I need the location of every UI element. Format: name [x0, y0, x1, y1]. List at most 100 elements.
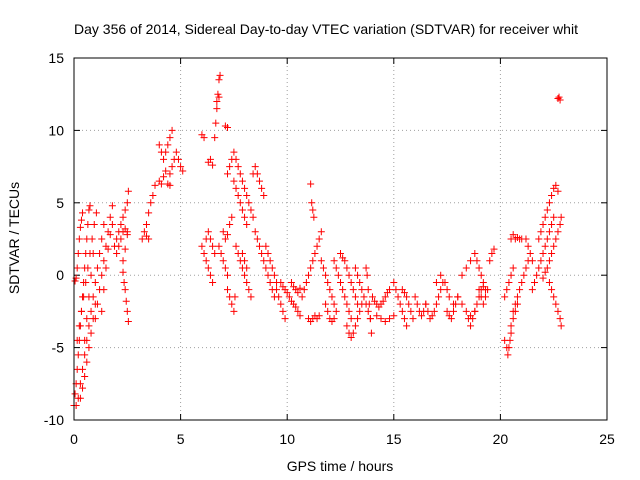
data-point	[302, 278, 310, 286]
data-point	[160, 173, 168, 181]
data-point	[234, 192, 242, 200]
data-point	[554, 228, 562, 236]
data-point	[475, 264, 483, 272]
data-point	[556, 315, 564, 323]
data-point	[435, 293, 443, 301]
data-point	[73, 336, 81, 344]
data-point	[241, 213, 249, 221]
data-point	[481, 293, 489, 301]
data-point	[84, 221, 92, 229]
data-point	[106, 231, 114, 239]
data-point	[443, 307, 451, 315]
data-point	[121, 286, 129, 294]
data-point	[91, 315, 99, 323]
data-point	[93, 300, 101, 308]
data-point	[488, 249, 496, 257]
data-point	[545, 278, 553, 286]
data-point	[209, 278, 217, 286]
data-point	[365, 300, 373, 308]
data-point	[104, 245, 112, 253]
data-point	[526, 249, 534, 257]
data-point	[236, 170, 244, 178]
data-point	[285, 293, 293, 301]
data-point	[552, 181, 560, 189]
data-point	[509, 315, 517, 323]
data-point	[548, 249, 556, 257]
data-point	[317, 228, 325, 236]
y-axis-label: SDTVAR / TECUs	[6, 182, 22, 294]
data-point	[200, 134, 208, 142]
data-point	[347, 278, 355, 286]
data-point	[392, 286, 400, 294]
data-point	[108, 202, 116, 210]
data-point	[324, 278, 332, 286]
data-point	[339, 286, 347, 294]
data-point	[400, 315, 408, 323]
data-point	[315, 312, 323, 320]
data-point	[255, 177, 263, 185]
data-point	[230, 307, 238, 315]
data-point	[162, 167, 170, 175]
data-point	[119, 268, 127, 276]
data-point	[232, 184, 240, 192]
data-point	[458, 271, 466, 279]
data-point	[330, 300, 338, 308]
data-point	[212, 119, 220, 127]
data-point	[322, 300, 330, 308]
data-point	[100, 257, 108, 265]
data-point	[241, 184, 249, 192]
data-point	[283, 289, 291, 297]
data-point	[311, 249, 319, 257]
data-point	[76, 223, 84, 231]
data-point	[79, 365, 87, 373]
x-tick-label: 20	[493, 431, 509, 447]
data-point	[213, 105, 221, 113]
data-point	[490, 245, 498, 253]
data-point	[337, 249, 344, 257]
data-point	[98, 307, 106, 315]
data-point	[520, 271, 528, 279]
data-point	[332, 307, 340, 315]
data-point	[541, 242, 549, 250]
data-point	[202, 257, 210, 265]
data-point	[347, 315, 355, 323]
data-point	[373, 312, 381, 320]
data-point	[253, 235, 261, 243]
data-point	[221, 264, 229, 272]
data-point	[204, 264, 212, 272]
data-point	[504, 351, 512, 359]
data-point	[121, 245, 129, 253]
data-point	[300, 286, 308, 294]
data-point	[315, 235, 323, 243]
data-point	[403, 322, 411, 330]
data-point	[219, 257, 227, 265]
data-point	[518, 278, 526, 286]
data-point	[296, 284, 304, 292]
data-point	[505, 278, 513, 286]
data-point	[151, 181, 159, 189]
data-point	[405, 300, 413, 308]
y-tick-label: 5	[56, 195, 64, 211]
data-point	[535, 264, 543, 272]
data-point	[522, 235, 530, 243]
data-point	[145, 209, 153, 217]
data-point	[279, 307, 287, 315]
data-point	[83, 358, 91, 366]
data-point	[243, 278, 251, 286]
data-point	[386, 315, 394, 323]
data-point	[226, 163, 234, 171]
data-point	[264, 249, 272, 257]
data-point	[317, 257, 325, 265]
data-point	[211, 134, 219, 142]
data-point	[71, 390, 79, 398]
data-point	[224, 170, 232, 178]
data-point	[166, 170, 174, 178]
data-point	[200, 249, 208, 257]
data-point	[377, 315, 385, 323]
data-point	[234, 163, 242, 171]
data-point	[98, 271, 106, 279]
data-point	[228, 213, 236, 221]
data-point	[328, 293, 336, 301]
data-point	[345, 307, 353, 315]
data-point	[537, 257, 545, 265]
